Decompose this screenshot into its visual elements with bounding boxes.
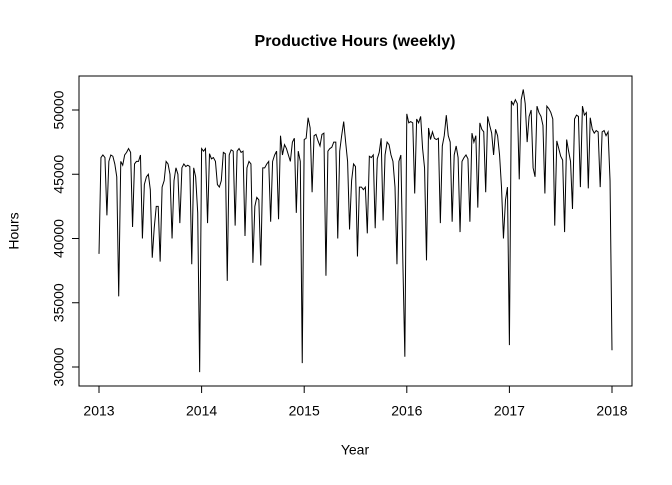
y-tick-label: 50000	[51, 90, 67, 129]
y-tick-label: 40000	[51, 219, 67, 258]
x-tick-label: 2017	[494, 403, 525, 419]
y-tick-label: 35000	[51, 283, 67, 322]
y-tick-label: 45000	[51, 155, 67, 194]
chart-title: Productive Hours (weekly)	[255, 33, 456, 50]
x-tick-label: 2018	[596, 403, 627, 419]
x-tick-label: 2014	[186, 403, 217, 419]
x-axis-label: Year	[341, 442, 370, 458]
x-tick-label: 2016	[391, 403, 422, 419]
x-tick-label: 2013	[83, 403, 114, 419]
y-axis-label: Hours	[6, 212, 22, 249]
plot-box	[78, 75, 633, 387]
y-tick-label: 30000	[51, 347, 67, 386]
x-tick-label: 2015	[289, 403, 320, 419]
series-line	[98, 89, 613, 373]
